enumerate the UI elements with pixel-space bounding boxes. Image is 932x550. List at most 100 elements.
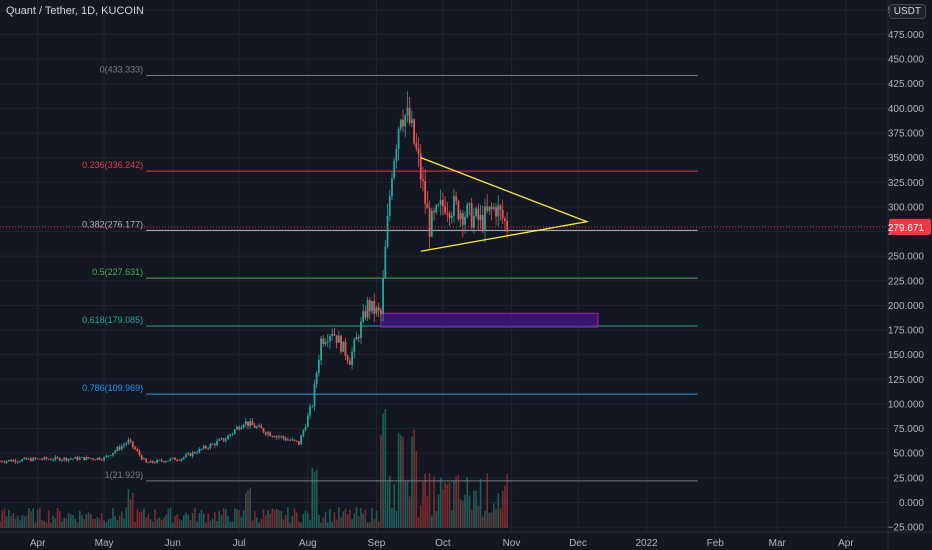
candle-body [45, 457, 48, 459]
volume-bar [65, 518, 68, 528]
volume-bars [0, 408, 508, 528]
y-tick-label: 400.000 [888, 104, 925, 115]
symmetrical-triangle[interactable] [420, 157, 590, 252]
volume-bar [214, 512, 216, 528]
x-tick-label: Aug [299, 538, 317, 549]
volume-bar [470, 509, 473, 528]
volume-bar [493, 503, 495, 528]
candle-body [353, 339, 356, 352]
candle-body [120, 445, 123, 450]
fibonacci-retracement[interactable]: 0(433.333) 0.236(336.242) 0.382(276.177) 0.… [82, 65, 698, 482]
candle-body [337, 335, 340, 343]
candle-body [140, 455, 143, 460]
candle-body [189, 453, 192, 456]
candle-body [457, 201, 460, 220]
candle-body [320, 338, 322, 361]
candle-body [399, 119, 402, 129]
candle-body [34, 457, 37, 459]
volume-bar [428, 472, 431, 528]
candle-body [58, 457, 61, 461]
y-tick-label: 50.000 [893, 449, 924, 460]
volume-bar [291, 515, 294, 528]
currency-unit-badge[interactable]: USDT [888, 4, 926, 19]
candle-body [185, 454, 187, 458]
volume-bar [242, 510, 245, 528]
volume-bar [282, 519, 285, 528]
volume-bar [30, 511, 32, 528]
y-tick-label: 100.000 [888, 399, 925, 410]
volume-bar [112, 507, 114, 528]
volume-bar [322, 517, 325, 528]
volume-bar [211, 518, 214, 528]
volume-bar [138, 512, 141, 528]
candle-body [428, 208, 431, 237]
volume-bar [400, 435, 402, 528]
candle-body [481, 215, 484, 230]
candle-body [435, 205, 438, 213]
candle-body [275, 436, 278, 438]
candle-body [123, 444, 125, 446]
candle-body [322, 338, 325, 344]
candle-body [52, 459, 55, 461]
volume-bar [271, 508, 274, 528]
candle-body [162, 461, 165, 463]
volume-bar [278, 510, 280, 528]
candle-body [238, 426, 241, 430]
candle-body [138, 451, 141, 456]
volume-bar [151, 521, 154, 528]
volume-bar [169, 507, 172, 528]
candle-body [351, 351, 353, 365]
y-tick-label: 75.000 [893, 424, 924, 435]
volume-bar [163, 517, 165, 528]
volume-bar [417, 517, 420, 528]
candle-body [36, 458, 39, 460]
candle-body [417, 148, 420, 154]
volume-bar [10, 516, 12, 528]
candle-body [21, 459, 24, 462]
candle-body [149, 460, 152, 463]
volume-bar [369, 522, 371, 528]
candle-body [382, 278, 385, 315]
candle-body [174, 457, 176, 461]
candle-body [81, 457, 83, 458]
volume-bar [253, 511, 256, 528]
candle-body [468, 203, 471, 205]
volume-bar [453, 481, 455, 528]
candle-body [479, 215, 482, 221]
volume-bar [499, 508, 502, 528]
candle-body [222, 438, 225, 441]
candle-body [488, 206, 491, 211]
candle-body [236, 426, 238, 430]
volume-bar [209, 520, 212, 528]
symbol-title[interactable]: Quant / Tether, 1D, KUCOIN [6, 5, 144, 17]
candle-body [464, 216, 466, 225]
volume-bar [185, 512, 187, 528]
candle-body [242, 424, 245, 428]
volume-bar [27, 508, 30, 528]
candle-body [43, 457, 46, 460]
support-zone[interactable] [380, 312, 599, 328]
volume-bar [497, 493, 500, 528]
candle-body [240, 427, 243, 430]
candle-body [205, 446, 207, 449]
x-tick-label: Jul [233, 538, 246, 549]
volume-bar [198, 512, 201, 528]
volume-bar [105, 522, 108, 528]
volume-bar [220, 515, 223, 528]
volume-bar [132, 492, 134, 528]
candle-body [273, 436, 276, 438]
volume-bar [45, 522, 48, 528]
volume-bar [488, 512, 491, 528]
candle-body [213, 443, 216, 446]
candle-body [340, 335, 342, 352]
volume-bar [8, 509, 10, 528]
volume-bar [16, 515, 19, 528]
candle-body [329, 335, 331, 342]
fib-level-label: 0.5(227.631) [92, 267, 143, 277]
candle-body [477, 208, 480, 221]
candle-body [5, 461, 8, 463]
volume-bar [457, 475, 460, 528]
volume-bar [262, 509, 265, 528]
volume-bar [160, 519, 163, 528]
